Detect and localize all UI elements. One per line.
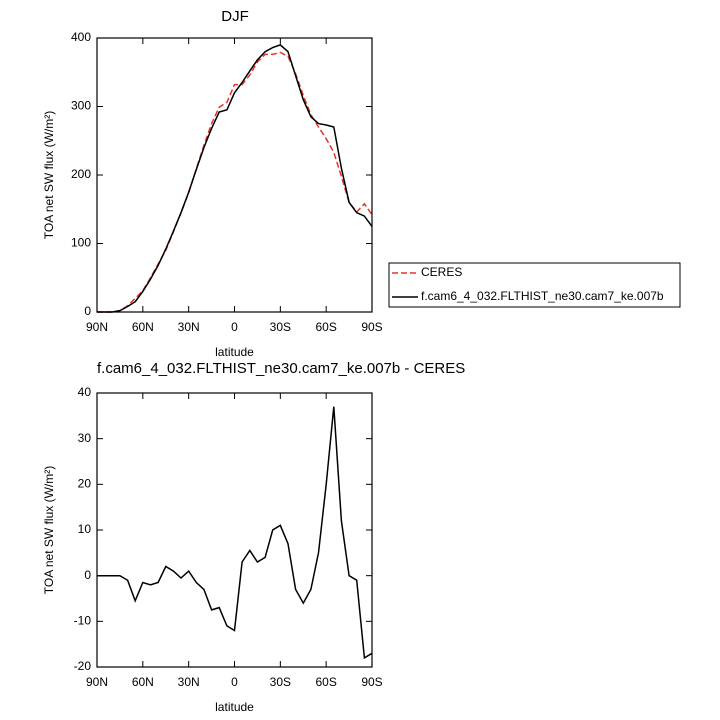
x-tick-label: 60N [132,675,154,689]
y-tick-label: 200 [71,167,91,181]
y-tick-label: 30 [78,431,92,445]
x-tick-label: 90N [86,320,108,334]
series-line [97,44,373,313]
legend-box [388,262,681,308]
x-tick-label: 30S [270,320,291,334]
x-axis-label: latitude [215,700,254,714]
x-tick-label: 90N [86,675,108,689]
plot-frame [96,37,373,313]
x-axis-label: latitude [215,345,254,359]
y-tick-label: 0 [84,568,91,582]
x-tick-label: 30S [270,675,291,689]
y-tick-label: -10 [74,614,92,628]
x-tick-label: 60S [315,320,336,334]
y-tick-label: 300 [71,99,91,113]
legend-label: CERES [421,265,462,279]
series-line [97,51,373,313]
y-axis-label: TOA net SW flux (W/m²) [42,466,56,594]
plot-frame [96,392,373,668]
x-tick-label: 60N [132,320,154,334]
series-line [97,406,373,660]
x-tick-label: 30N [178,320,200,334]
y-tick-label: 10 [78,522,92,536]
x-tick-label: 0 [231,675,238,689]
x-tick-label: 60S [315,675,336,689]
x-tick-label: 0 [231,320,238,334]
x-tick-label: 90S [361,675,382,689]
legend-label: f.cam6_4_032.FLTHIST_ne30.cam7_ke.007b [421,289,664,303]
x-tick-label: 90S [361,320,382,334]
y-tick-label: -20 [74,659,92,673]
y-tick-label: 100 [71,236,91,250]
chart-title: DJF [221,8,249,25]
y-tick-label: 20 [78,477,92,491]
y-tick-label: 0 [84,304,91,318]
y-tick-label: 40 [78,385,92,399]
chart-title: f.cam6_4_032.FLTHIST_ne30.cam7_ke.007b -… [97,360,465,377]
y-axis-label: TOA net SW flux (W/m²) [42,111,56,239]
y-tick-label: 400 [71,30,91,44]
x-tick-label: 30N [178,675,200,689]
